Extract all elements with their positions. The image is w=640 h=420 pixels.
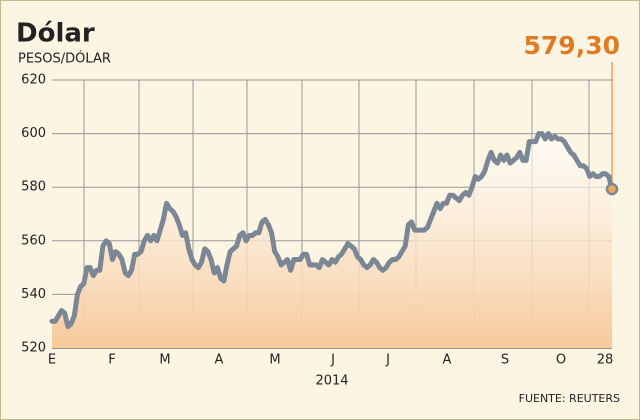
x-tick-label: J bbox=[385, 353, 390, 368]
x-axis-label: 2014 bbox=[315, 374, 348, 389]
x-tick-label: 28 bbox=[597, 353, 614, 368]
x-tick-label: M bbox=[159, 353, 170, 368]
x-tick-label: F bbox=[108, 353, 115, 368]
subtitle: PESOS/DÓLAR bbox=[18, 51, 111, 67]
x-tick-label: A bbox=[443, 353, 452, 368]
end-point bbox=[605, 182, 619, 196]
y-tick-label: 520 bbox=[21, 341, 46, 356]
y-tick-label: 540 bbox=[21, 287, 46, 302]
x-tick-label: E bbox=[48, 353, 56, 368]
y-tick-label: 580 bbox=[21, 180, 46, 195]
annotation: 579,30 bbox=[524, 31, 620, 60]
x-tick-label: S bbox=[501, 353, 509, 368]
y-tick-label: 560 bbox=[21, 233, 46, 248]
x-tick-label: J bbox=[330, 353, 335, 368]
chart-title: Dólar bbox=[16, 19, 95, 49]
y-tick-label: 600 bbox=[21, 126, 46, 141]
x-tick-label: M bbox=[269, 353, 280, 368]
y-tick-label: 620 bbox=[21, 73, 46, 88]
x-tick-label: A bbox=[215, 353, 224, 368]
source: FUENTE: REUTERS bbox=[519, 392, 620, 405]
line bbox=[49, 131, 615, 330]
x-tick-label: O bbox=[556, 353, 566, 368]
